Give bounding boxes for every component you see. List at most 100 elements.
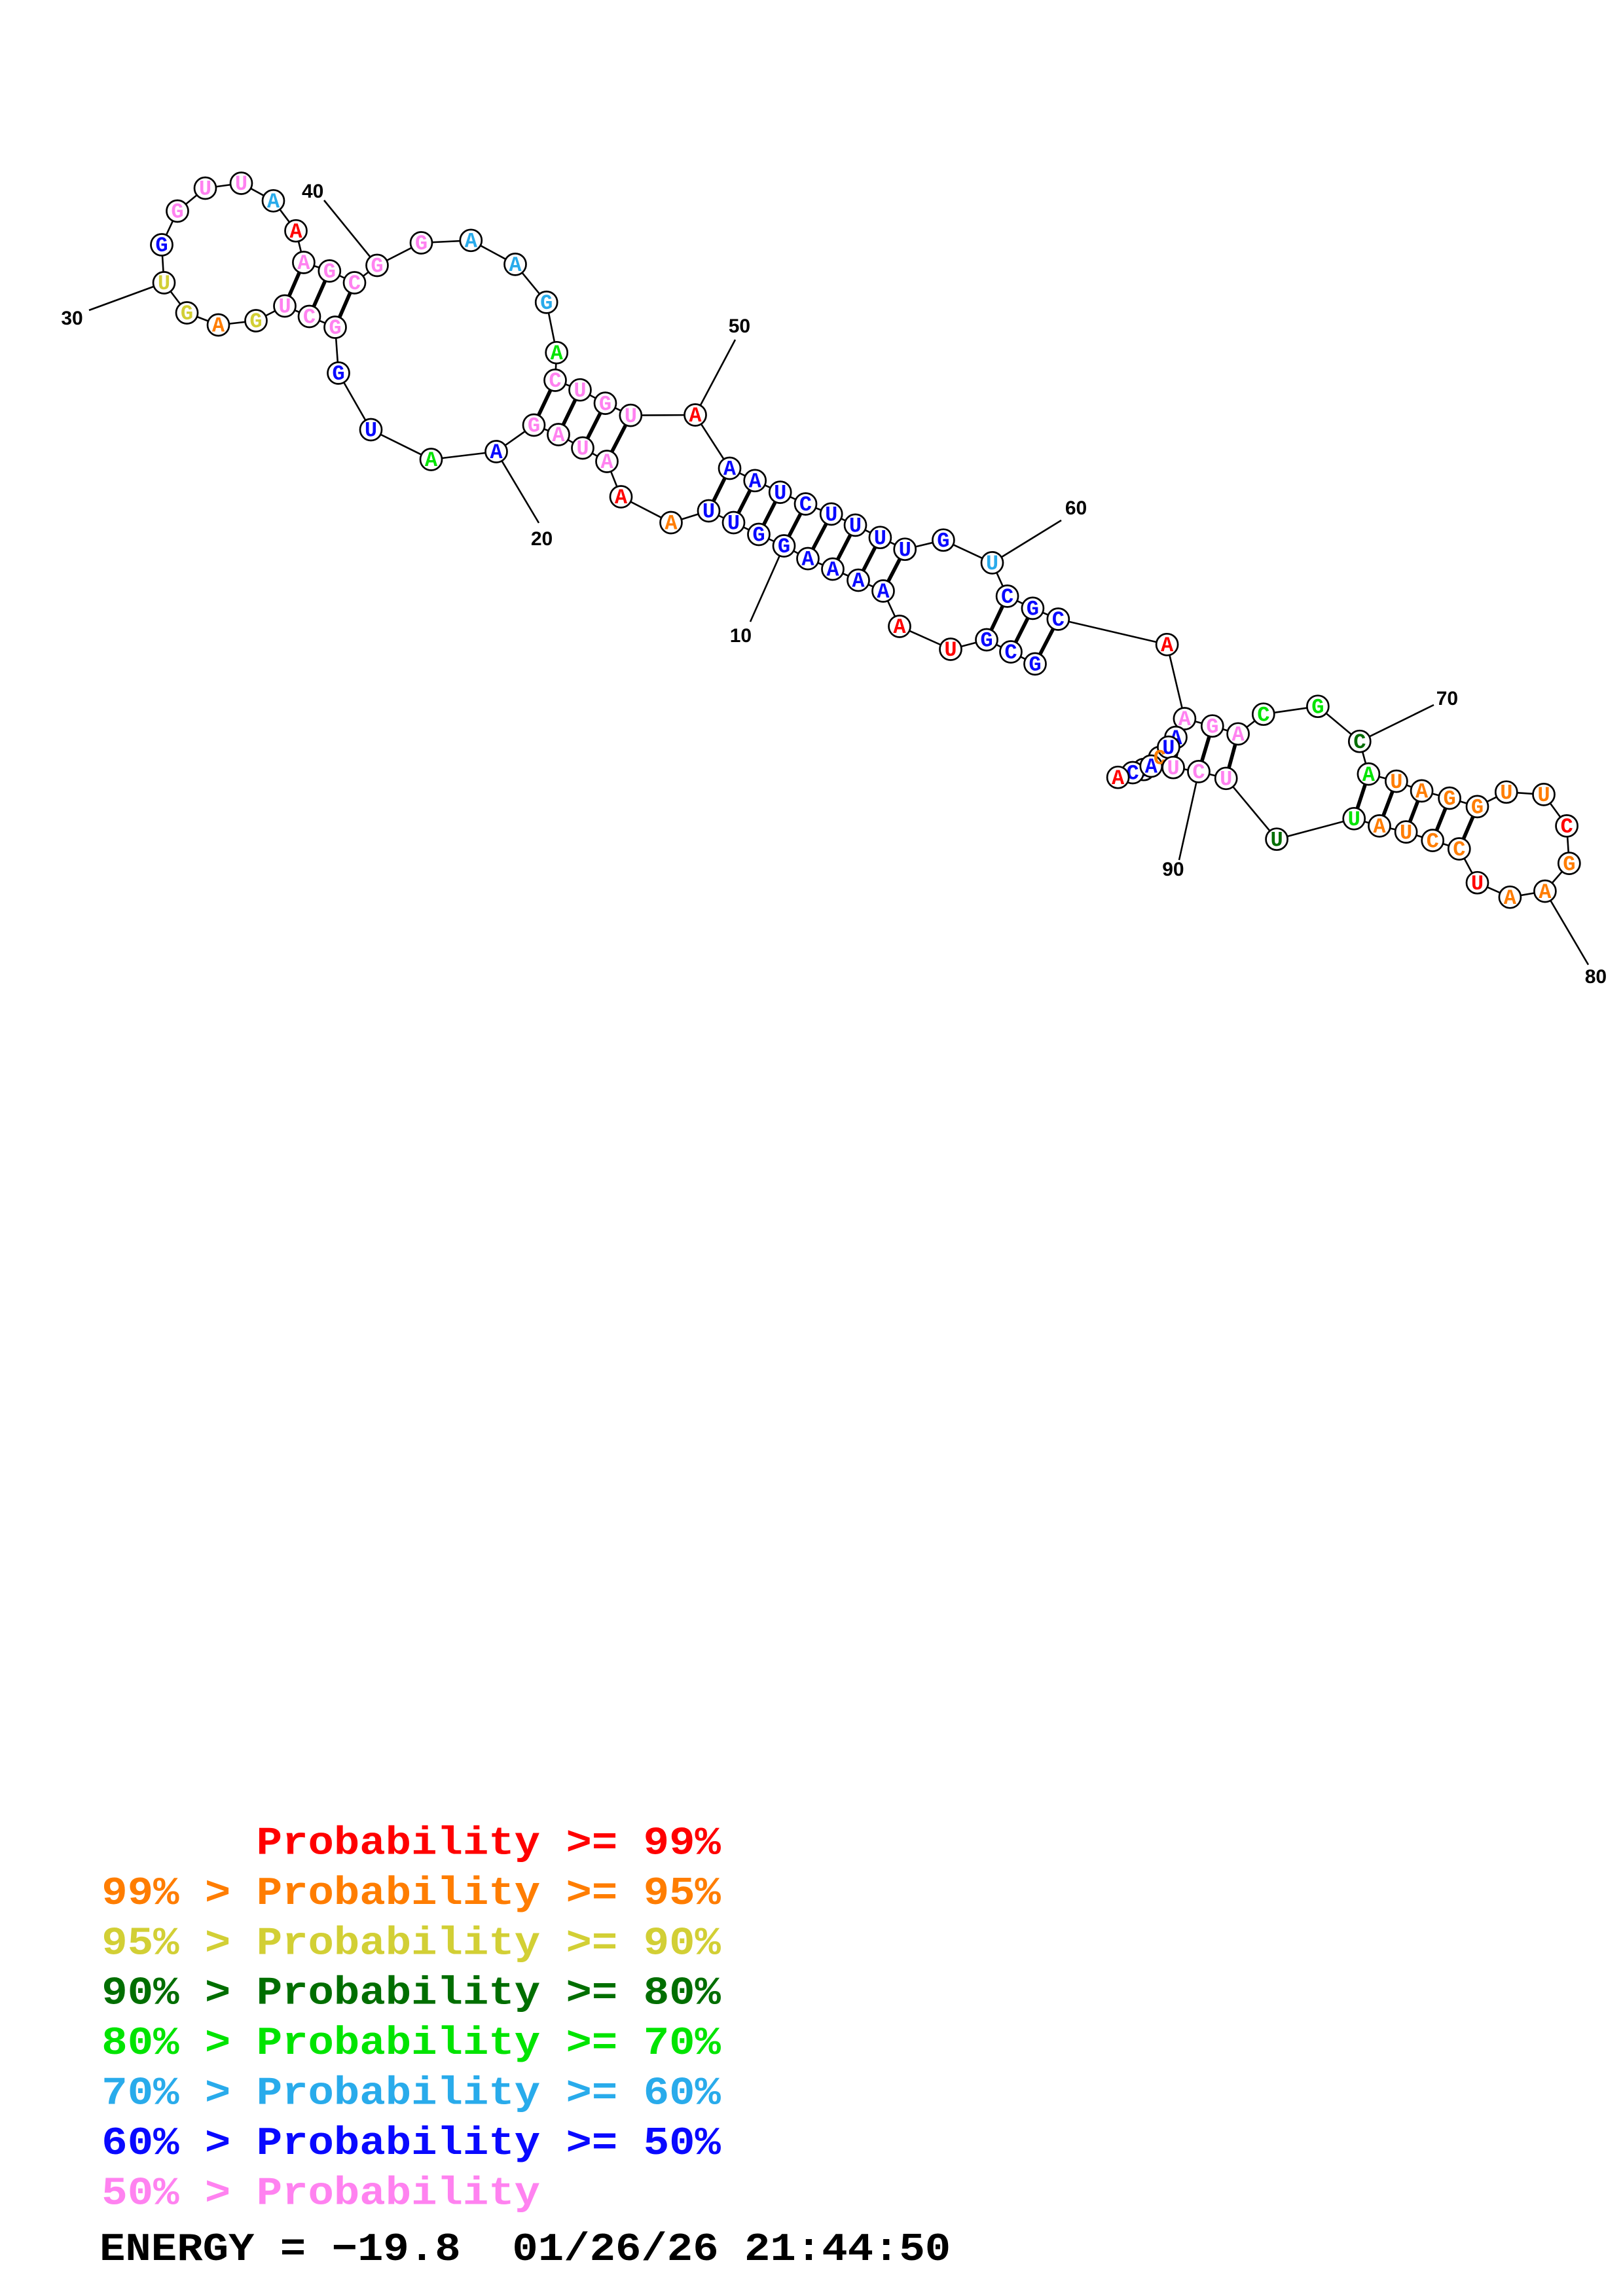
svg-text:U: U bbox=[235, 172, 247, 196]
svg-text:A: A bbox=[267, 190, 280, 214]
svg-text:A: A bbox=[289, 220, 302, 244]
svg-text:U: U bbox=[825, 503, 837, 528]
svg-text:A: A bbox=[1373, 815, 1386, 839]
svg-text:A: A bbox=[1231, 723, 1245, 747]
svg-text:C: C bbox=[1427, 829, 1439, 853]
svg-text:A: A bbox=[465, 230, 478, 254]
svg-text:U: U bbox=[1220, 768, 1232, 792]
svg-text:C: C bbox=[549, 369, 561, 393]
svg-text:ENERGY = −19.8 01/26/26 21:44: ENERGY = −19.8 01/26/26 21:44:50 bbox=[100, 2228, 951, 2272]
svg-text:U: U bbox=[899, 538, 911, 562]
svg-text:G: G bbox=[1027, 598, 1039, 622]
svg-text:80% > Probability >= 70%: 80% > Probability >= 70% bbox=[101, 2022, 721, 2066]
svg-text:U: U bbox=[1348, 808, 1360, 832]
svg-text:G: G bbox=[329, 316, 341, 340]
svg-text:G: G bbox=[599, 392, 611, 416]
svg-text:G: G bbox=[1471, 796, 1484, 820]
svg-text:90: 90 bbox=[1162, 859, 1184, 880]
svg-text:C: C bbox=[799, 493, 812, 517]
svg-text:U: U bbox=[1167, 757, 1179, 781]
svg-text:U: U bbox=[774, 481, 786, 505]
svg-text:U: U bbox=[1390, 770, 1402, 795]
svg-text:A: A bbox=[1178, 708, 1192, 732]
svg-text:80: 80 bbox=[1585, 966, 1607, 988]
svg-text:A: A bbox=[1145, 755, 1158, 780]
svg-text:G: G bbox=[778, 535, 790, 559]
svg-text:A: A bbox=[723, 457, 737, 482]
svg-text:95% > Probability >= 90%: 95% > Probability >= 90% bbox=[101, 1922, 721, 1966]
svg-text:U: U bbox=[944, 638, 957, 662]
svg-text:50% > Probability: 50% > Probability bbox=[101, 2172, 540, 2216]
svg-text:U: U bbox=[625, 404, 637, 429]
svg-text:A: A bbox=[600, 450, 613, 475]
svg-text:A: A bbox=[749, 470, 762, 494]
svg-text:G: G bbox=[249, 310, 262, 334]
svg-text:U: U bbox=[158, 272, 170, 296]
svg-text:C: C bbox=[1004, 641, 1017, 665]
svg-text:A: A bbox=[1539, 880, 1552, 905]
svg-text:U: U bbox=[199, 177, 211, 202]
svg-text:A: A bbox=[1362, 763, 1376, 787]
svg-text:A: A bbox=[826, 558, 839, 583]
svg-text:C: C bbox=[1192, 761, 1205, 785]
svg-text:A: A bbox=[665, 512, 678, 536]
svg-text:Probability >= 99%: Probability >= 99% bbox=[257, 1822, 721, 1867]
svg-text:60: 60 bbox=[1065, 497, 1087, 519]
svg-text:A: A bbox=[490, 440, 503, 465]
svg-text:G: G bbox=[1311, 695, 1324, 719]
svg-text:G: G bbox=[1206, 715, 1218, 739]
svg-text:90% > Probability >= 80%: 90% > Probability >= 80% bbox=[101, 1972, 721, 2017]
svg-text:G: G bbox=[415, 232, 428, 256]
svg-text:60% > Probability >= 50%: 60% > Probability >= 50% bbox=[101, 2122, 721, 2166]
svg-text:A: A bbox=[893, 615, 906, 639]
svg-text:70: 70 bbox=[1436, 688, 1458, 709]
svg-text:U: U bbox=[1270, 828, 1283, 852]
svg-text:G: G bbox=[181, 302, 193, 326]
svg-text:U: U bbox=[278, 295, 291, 319]
svg-text:99% > Probability >= 95%: 99% > Probability >= 95% bbox=[101, 1872, 721, 1916]
svg-text:U: U bbox=[1500, 781, 1512, 805]
svg-text:C: C bbox=[1001, 585, 1013, 609]
svg-text:A: A bbox=[509, 253, 522, 278]
svg-text:G: G bbox=[1443, 787, 1455, 812]
svg-text:G: G bbox=[371, 255, 383, 279]
svg-text:U: U bbox=[1471, 872, 1484, 896]
svg-text:U: U bbox=[874, 526, 886, 550]
svg-text:C: C bbox=[1052, 608, 1065, 632]
svg-text:A: A bbox=[801, 548, 814, 572]
svg-text:U: U bbox=[576, 437, 589, 461]
svg-text:A: A bbox=[212, 314, 225, 338]
svg-text:C: C bbox=[348, 272, 361, 296]
svg-text:A: A bbox=[852, 569, 865, 594]
svg-text:A: A bbox=[1112, 766, 1125, 791]
svg-text:30: 30 bbox=[61, 308, 82, 329]
svg-text:U: U bbox=[702, 500, 715, 524]
svg-text:U: U bbox=[1400, 821, 1412, 845]
svg-text:U: U bbox=[986, 552, 998, 576]
svg-text:U: U bbox=[727, 512, 740, 536]
svg-text:A: A bbox=[689, 404, 702, 428]
svg-text:C: C bbox=[1353, 730, 1366, 755]
svg-text:A: A bbox=[551, 342, 564, 366]
svg-text:C: C bbox=[1257, 703, 1269, 727]
svg-text:A: A bbox=[297, 251, 310, 276]
svg-text:20: 20 bbox=[531, 528, 553, 550]
svg-text:G: G bbox=[937, 529, 949, 553]
svg-text:A: A bbox=[552, 423, 565, 448]
svg-text:C: C bbox=[303, 306, 316, 330]
svg-text:A: A bbox=[425, 448, 438, 473]
svg-text:U: U bbox=[574, 379, 586, 403]
svg-text:G: G bbox=[980, 629, 993, 653]
svg-text:G: G bbox=[1563, 852, 1575, 876]
svg-text:G: G bbox=[528, 414, 540, 439]
svg-text:G: G bbox=[1029, 653, 1041, 677]
svg-text:G: G bbox=[155, 234, 168, 258]
svg-text:C: C bbox=[1126, 762, 1139, 786]
svg-text:A: A bbox=[615, 486, 628, 510]
svg-text:G: G bbox=[171, 200, 183, 224]
svg-text:C: C bbox=[1560, 815, 1573, 839]
svg-text:40: 40 bbox=[302, 181, 323, 202]
svg-text:A: A bbox=[1415, 780, 1429, 804]
svg-text:70% > Probability >= 60%: 70% > Probability >= 60% bbox=[101, 2072, 721, 2117]
svg-text:U: U bbox=[1537, 783, 1550, 808]
